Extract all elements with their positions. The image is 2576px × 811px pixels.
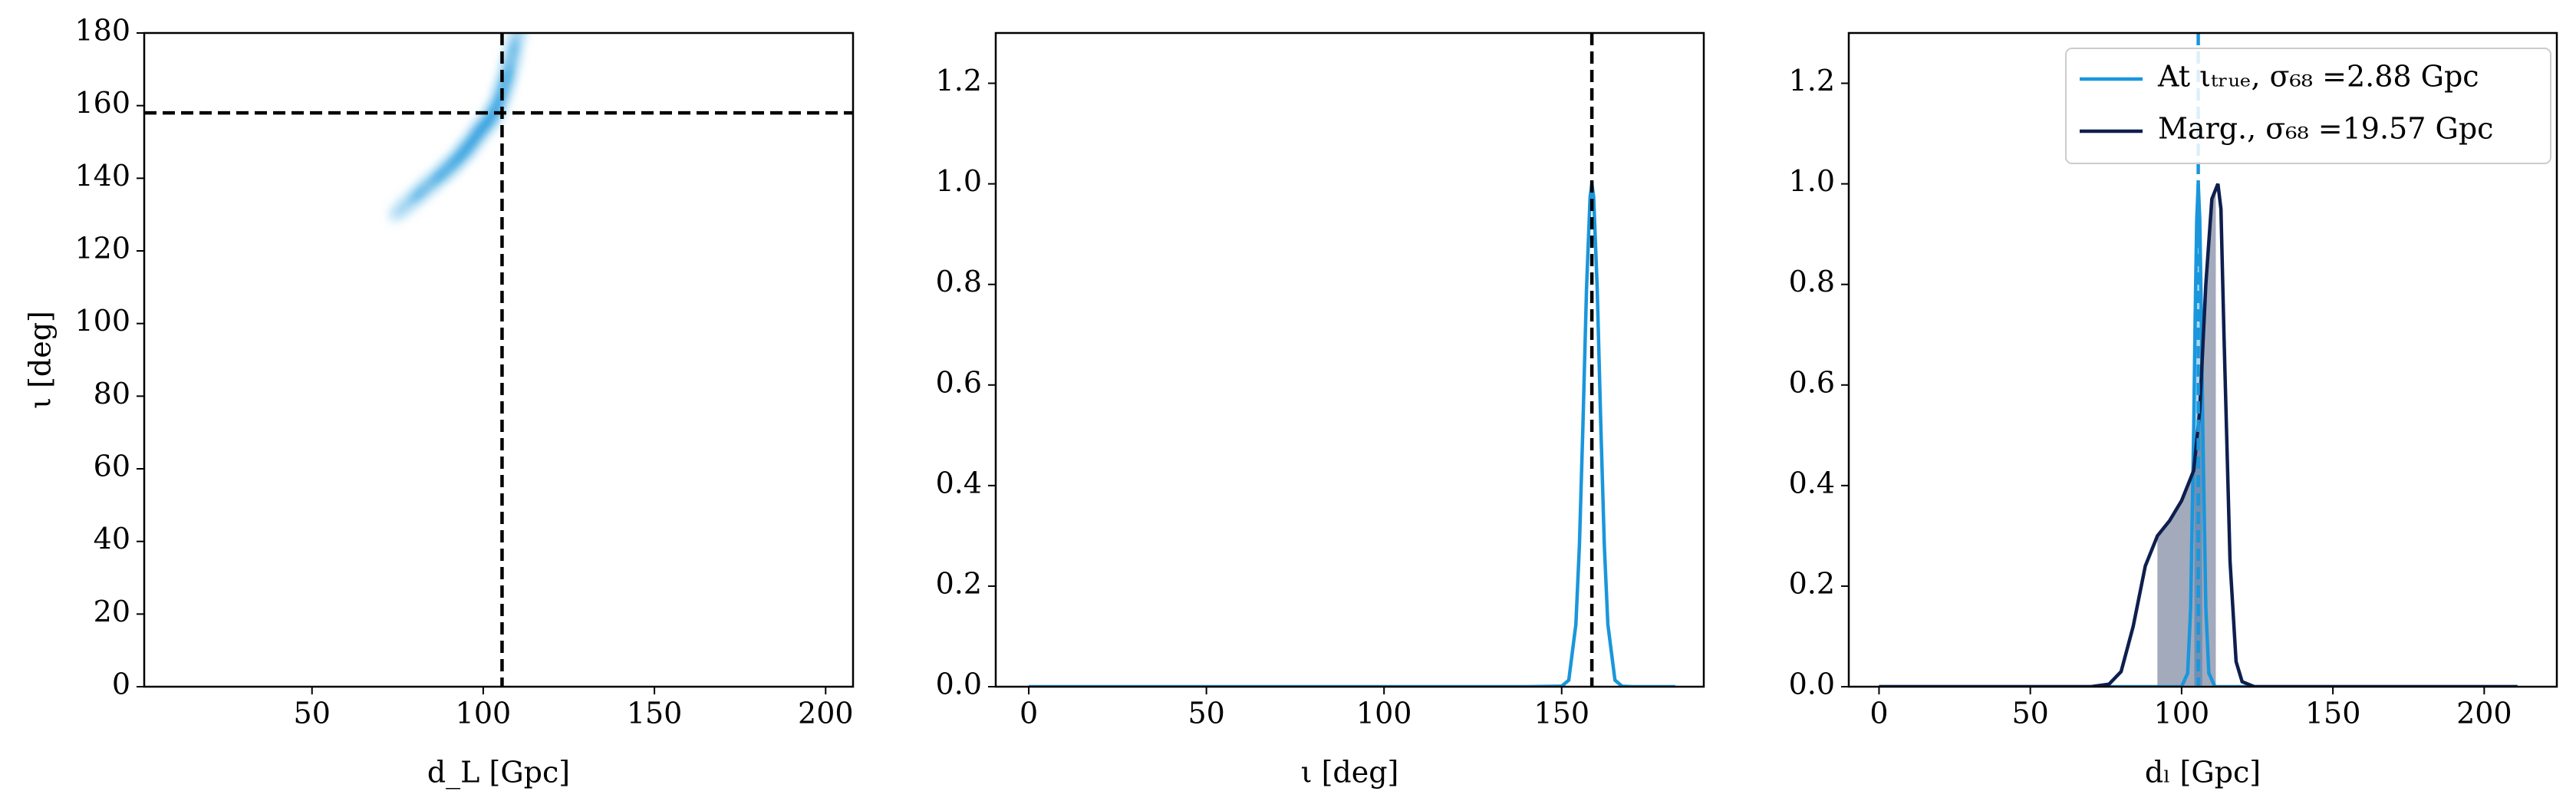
y-tick-label: 180 [74, 14, 130, 48]
y-tick-label: 140 [74, 159, 130, 193]
y-tick-label: 0.2 [936, 566, 982, 600]
series-line [1029, 183, 1675, 687]
y-tick-label: 40 [94, 522, 130, 556]
y-axis-label: ι [deg] [24, 311, 58, 409]
y-tick-label: 20 [94, 595, 130, 628]
x-tick-label: 150 [1533, 697, 1589, 730]
y-tick-label: 0.6 [1789, 365, 1835, 399]
x-tick-label: 50 [2011, 697, 2048, 730]
x-axis-label: d_L [Gpc] [427, 756, 570, 790]
y-tick-label: 0.8 [936, 265, 982, 298]
y-tick-label: 0.6 [936, 365, 982, 399]
interval-shade [2157, 189, 2216, 687]
x-tick-label: 200 [2456, 697, 2512, 730]
x-tick-label: 50 [1188, 697, 1224, 730]
axes-frame [1847, 31, 2558, 688]
y-tick-label: 0.4 [936, 466, 982, 499]
x-axis-label: ι [deg] [1301, 756, 1399, 790]
density-blob [509, 33, 526, 56]
x-tick-label: 200 [798, 697, 854, 730]
y-tick-label: 1.2 [936, 64, 982, 97]
legend-box [2065, 48, 2551, 164]
x-axis-label: dₗ [Gpc] [2145, 756, 2261, 790]
x-tick-label: 150 [627, 697, 683, 730]
axes-frame [143, 31, 855, 688]
y-tick-label: 0.0 [936, 668, 982, 701]
x-tick-label: 0 [1869, 697, 1888, 730]
y-tick-label: 0.8 [1789, 265, 1835, 298]
plot-area [1879, 33, 2518, 687]
axes-frame [994, 31, 1705, 688]
x-tick-label: 100 [2154, 697, 2210, 730]
plot-area [1029, 33, 1675, 687]
plot-area [144, 33, 853, 687]
y-tick-label: 1.2 [1789, 64, 1835, 97]
y-tick-label: 100 [74, 304, 130, 338]
legend-label: Marg., σ₆₈ =19.57 Gpc [2158, 112, 2493, 146]
y-tick-label: 0.0 [1789, 668, 1835, 701]
y-tick-label: 0.4 [1789, 466, 1835, 499]
y-tick-label: 0.2 [1789, 566, 1835, 600]
x-tick-label: 0 [1020, 697, 1038, 730]
y-tick-label: 1.0 [1789, 164, 1835, 198]
y-tick-label: 160 [74, 86, 130, 120]
y-tick-label: 60 [94, 450, 130, 483]
legend-label: At ιₜᵣᵤₑ, σ₆₈ =2.88 Gpc [2157, 60, 2479, 94]
density [390, 33, 526, 220]
y-tick-label: 80 [94, 377, 130, 410]
y-tick-label: 1.0 [936, 164, 982, 198]
x-tick-label: 100 [456, 697, 512, 730]
y-tick-label: 0 [112, 668, 130, 701]
x-tick-label: 150 [2305, 697, 2361, 730]
x-tick-label: 100 [1356, 697, 1412, 730]
y-tick-label: 120 [74, 232, 130, 265]
x-tick-label: 50 [294, 697, 331, 730]
